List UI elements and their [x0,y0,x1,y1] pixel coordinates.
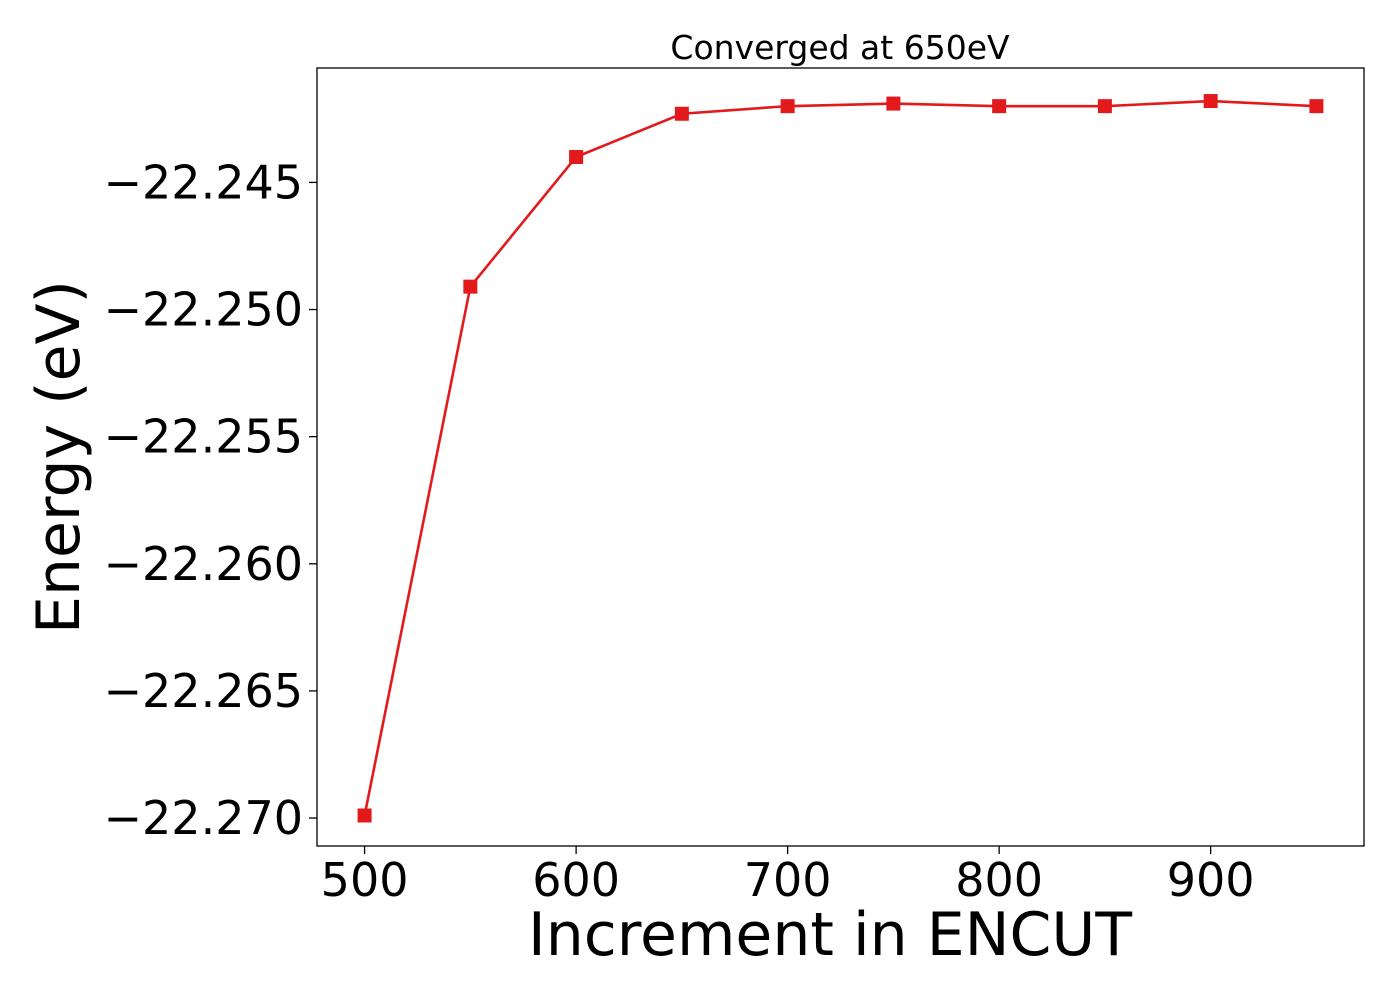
plot-frame [316,67,1365,847]
x-axis-label: Increment in ENCUT [528,900,1132,970]
data-point-marker [1097,99,1112,114]
data-point-marker [463,279,478,294]
data-point-marker [1309,99,1324,114]
x-tick-label: 500 [321,853,409,907]
chart-title: Converged at 650eV [670,28,1010,67]
x-axis: 500 600 700 800 900 [321,846,1255,907]
y-tick-label: −22.255 [104,410,304,464]
y-tick-label: −22.270 [104,791,304,845]
data-point-marker [780,99,795,114]
y-tick-label: −22.250 [104,283,304,337]
y-tick-label: −22.265 [104,664,304,718]
data-point-marker [886,96,901,111]
x-tick-label: 800 [955,853,1043,907]
data-point-marker [674,106,689,121]
y-axis: −22.245 −22.250 −22.255 −22.260 −22.265 −22.2… [104,155,317,845]
y-tick-label: −22.260 [104,537,304,591]
x-tick-label: 600 [532,853,620,907]
y-tick-label: −22.245 [104,155,304,209]
data-point-marker [357,808,372,823]
data-point-marker [992,99,1007,114]
data-point-marker [569,149,584,164]
y-axis-label: Energy (eV) [24,280,94,634]
x-tick-label: 900 [1167,853,1255,907]
series-layer [357,94,1324,823]
series-line [363,99,1317,816]
x-tick-label: 700 [744,853,832,907]
data-point-marker [1203,94,1218,109]
